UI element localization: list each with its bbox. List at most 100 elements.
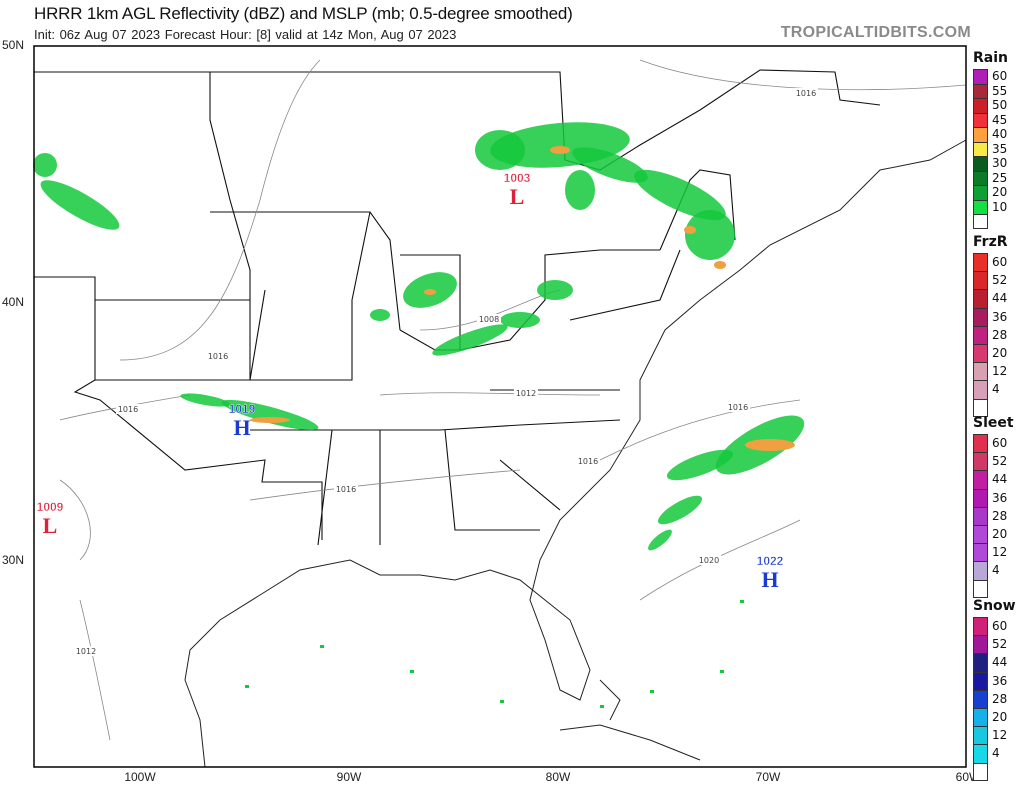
state-border	[210, 211, 401, 331]
coastline	[184, 139, 967, 768]
legend-label: 60	[992, 69, 1008, 84]
lon-label-90w: 90W	[336, 770, 362, 784]
legend-swatch	[973, 488, 988, 507]
precip-heavy	[745, 439, 795, 451]
high-pressure-marker: H	[761, 567, 778, 592]
isobar	[79, 599, 111, 741]
state-border	[249, 289, 266, 381]
legend-swatch	[973, 170, 988, 185]
legend-row: 55	[973, 83, 1023, 98]
legend-swatch	[973, 635, 988, 654]
legend-row: 12	[973, 726, 1023, 745]
precip-area	[370, 309, 390, 321]
legend-swatch	[973, 707, 988, 727]
legend-rain: Rain 60 55 50 45 40 35 30 25 20 10	[973, 50, 1023, 229]
legend-row: 45	[973, 112, 1023, 127]
legend-label: 28	[992, 327, 1008, 342]
precip-cell	[740, 600, 744, 603]
legend-swatch	[973, 506, 988, 525]
legend-label: 52	[992, 273, 1008, 288]
legend-row: 28	[973, 506, 1023, 525]
legend-frzr: FrzR 60 52 44 36 28 20 12 4	[973, 234, 1023, 417]
precip-area	[537, 280, 573, 300]
legend-label: 44	[992, 655, 1008, 670]
isobar	[249, 469, 521, 501]
precip-area	[685, 210, 735, 260]
legend-swatch	[973, 671, 988, 690]
legend-row: 28	[973, 689, 1023, 708]
legend-label: 10	[992, 199, 1008, 214]
legend-title: Sleet	[973, 415, 1014, 431]
legend-label: 12	[992, 728, 1008, 743]
legend-swatch	[973, 543, 988, 562]
legend-label: 55	[992, 83, 1008, 98]
legend-row: 10	[973, 199, 1023, 214]
precip-area	[648, 529, 672, 551]
precip-area	[572, 147, 648, 183]
coastline-segment	[599, 679, 621, 721]
legend-label: 40	[992, 127, 1008, 142]
legend-title: Snow	[973, 598, 1016, 614]
precip-area	[565, 170, 595, 210]
legend-swatch	[973, 253, 988, 272]
legend-row: 36	[973, 307, 1023, 326]
legend-row	[973, 398, 1023, 417]
precip-area	[657, 495, 703, 525]
isobar-label: 1016	[728, 403, 748, 412]
legend-swatch	[973, 579, 988, 598]
precip-area	[33, 153, 57, 177]
legend-label: 20	[992, 346, 1008, 361]
legend-swatch	[973, 156, 988, 171]
precip-area	[666, 449, 734, 481]
state-borders	[34, 69, 881, 546]
legend-row: 44	[973, 653, 1023, 672]
isobar	[59, 479, 91, 561]
isobar-label: 1020	[699, 556, 719, 565]
legend-swatch	[973, 83, 988, 98]
map-subtitle: Init: 06z Aug 07 2023 Forecast Hour: [8]…	[34, 27, 457, 42]
legend-row: 12	[973, 362, 1023, 381]
legend-row: 4	[973, 561, 1023, 580]
low-pressure-marker: L	[43, 513, 58, 538]
coastline-segment	[184, 139, 967, 768]
pressure-value: 1003	[504, 171, 531, 185]
legend-swatch	[973, 452, 988, 471]
legend-row: 44	[973, 289, 1023, 308]
state-border	[569, 249, 681, 321]
legend-row: 25	[973, 170, 1023, 185]
legend-label: 20	[992, 710, 1008, 725]
legend-swatch	[973, 307, 988, 326]
legend-row	[973, 579, 1023, 598]
legend-label: 4	[992, 382, 1000, 397]
legend-label: 36	[992, 490, 1008, 505]
legend-row: 40	[973, 127, 1023, 142]
state-border	[317, 429, 333, 546]
precip-cell	[245, 685, 249, 688]
lon-label-80w: 80W	[545, 770, 571, 784]
legend-swatch	[973, 69, 988, 84]
precip-cell	[650, 690, 654, 693]
coastline-segment	[559, 724, 701, 761]
legend-swatch	[973, 653, 988, 672]
legend-row: 52	[973, 271, 1023, 290]
legend-swatch	[973, 524, 988, 544]
isobar	[599, 399, 801, 461]
legend-swatch	[973, 289, 988, 308]
legend-swatch	[973, 214, 988, 229]
precip-heavy	[424, 289, 436, 295]
legend-label: 60	[992, 619, 1008, 634]
legend-label: 12	[992, 364, 1008, 379]
isobar	[379, 392, 601, 396]
legend-row: 52	[973, 452, 1023, 471]
isobar-label: 1012	[516, 389, 536, 398]
precip-cell	[600, 705, 604, 708]
legend-row: 12	[973, 543, 1023, 562]
legend-label: 4	[992, 563, 1000, 578]
pressure-value: 1009	[37, 500, 64, 514]
legend-label: 4	[992, 746, 1000, 761]
isobar	[639, 519, 801, 601]
legend-row: 20	[973, 524, 1023, 544]
legend-label: 20	[992, 185, 1008, 200]
legend-snow: Snow 60 52 44 36 28 20 12 4	[973, 598, 1023, 781]
